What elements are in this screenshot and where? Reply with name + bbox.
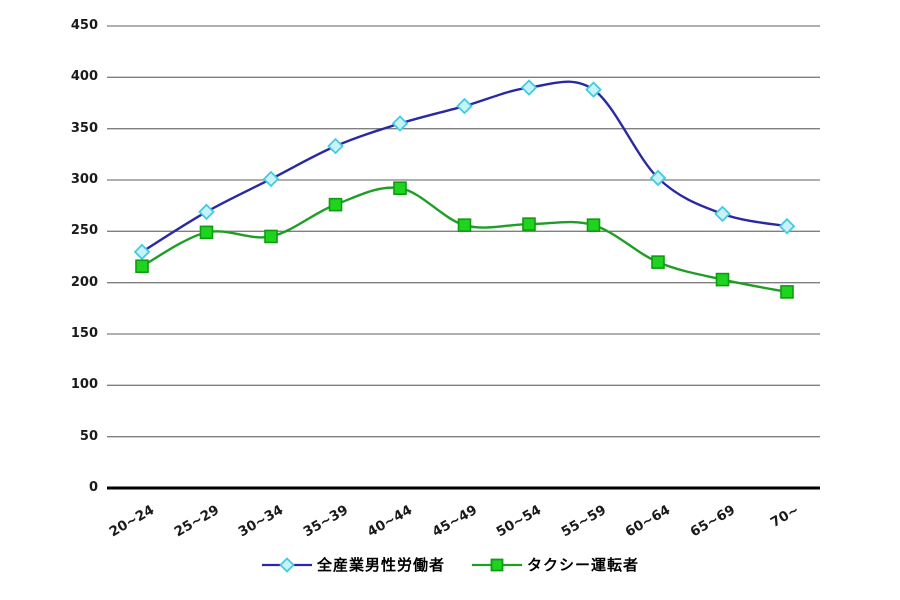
y-tick-label: 100: [70, 377, 98, 393]
series-marker-diamond: [714, 205, 731, 223]
legend-marker-square-icon: [472, 558, 522, 571]
series-marker-diamond: [327, 137, 344, 155]
series-marker-diamond: [391, 115, 409, 132]
y-tick-label: 350: [70, 120, 98, 136]
legend-item-taxi-drivers: タクシー運転者: [471, 554, 639, 575]
series-marker-square: [522, 217, 536, 231]
series-marker-diamond: [649, 169, 667, 187]
series-marker-square: [199, 225, 214, 240]
series-marker-diamond: [778, 217, 796, 235]
series-marker-square: [393, 181, 407, 196]
y-tick-label: 200: [70, 274, 98, 290]
series-marker-square: [264, 229, 278, 244]
y-tick-label: 250: [70, 223, 98, 239]
y-tick-label: 0: [88, 480, 98, 495]
series-marker-square: [135, 259, 149, 274]
legend: 全産業男性労働者 タクシー運転者: [0, 554, 900, 575]
series-marker-square: [651, 255, 665, 269]
series-marker-square: [457, 218, 472, 232]
series-marker-diamond: [520, 79, 538, 96]
y-tick-label: 50: [79, 428, 98, 444]
legend-marker-diamond-icon: [261, 556, 312, 573]
series-marker-diamond: [262, 170, 280, 188]
y-tick-label: 150: [70, 326, 98, 341]
legend-label-taxi-drivers: タクシー運転者: [527, 556, 640, 574]
series-marker-square: [586, 218, 601, 232]
y-tick-label: 450: [70, 18, 98, 33]
series-line-taxi: [141, 186, 788, 294]
series-marker-diamond: [456, 97, 473, 115]
series-marker-square: [715, 272, 730, 287]
series-marker-diamond: [198, 203, 215, 221]
legend-label-all-industry-male-workers: 全産業男性労働者: [316, 556, 445, 574]
y-tick-label: 400: [70, 69, 98, 85]
y-tick-label: 300: [70, 172, 98, 187]
series-marker-square: [328, 197, 343, 212]
legend-item-all-industry-male-workers: 全産業男性労働者: [261, 554, 445, 575]
series-marker-diamond: [585, 81, 602, 98]
series-marker-square: [780, 285, 794, 299]
series-marker-diamond: [133, 243, 151, 261]
